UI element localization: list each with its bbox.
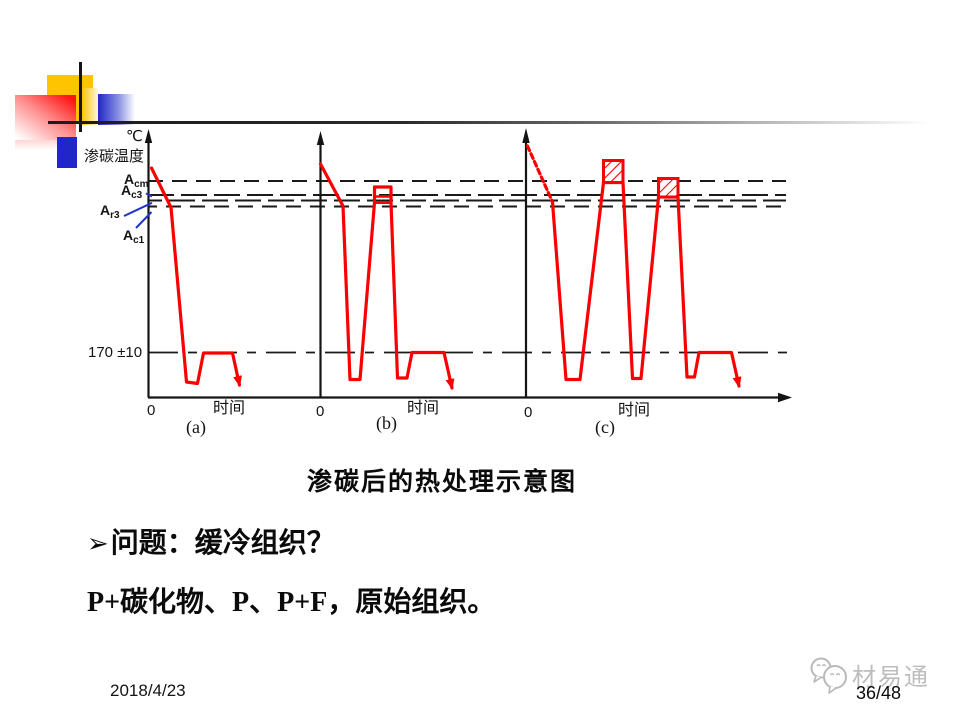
ac1-pointer <box>135 211 153 229</box>
question-line: ➢问题：缓冷组织？ <box>87 521 335 561</box>
origin-b: 0 <box>316 403 325 420</box>
decoration-red-square <box>15 95 76 141</box>
figure-caption: 渗碳后的热处理示意图 <box>307 469 578 496</box>
watermark-text: 材易通 <box>852 664 930 691</box>
decoration-yellow-fade <box>82 88 98 125</box>
curve-panel-c <box>550 180 742 388</box>
panel-c-hold-box-1 <box>602 159 625 184</box>
decoration-blue-bar <box>98 94 135 125</box>
curve-panel-c-carburize-slope <box>525 144 555 204</box>
y-axis-unit: ℃ <box>126 128 143 145</box>
y-axis-title: 渗碳温度 <box>84 148 145 165</box>
answer-line: P+碳化物、P、P+F，原始组织。 <box>87 587 496 618</box>
panel-label-a: (a) <box>186 417 206 437</box>
decoration-blue-square <box>57 137 77 168</box>
ac3-pointer <box>145 192 153 198</box>
question-text: 问题：缓冷组织？ <box>110 527 335 558</box>
ar3-label: Ar3 <box>100 202 120 221</box>
decoration-horizontal-rule <box>48 121 932 124</box>
time-label-c: 时间 <box>618 402 651 419</box>
decoration-red-fade <box>15 140 59 150</box>
acm-label: Acm <box>124 171 149 190</box>
time-label-b: 时间 <box>407 400 440 417</box>
curve-panel-b <box>318 162 455 390</box>
y-axis-a-arrow <box>144 129 153 143</box>
page-number: 36/48 <box>856 683 902 703</box>
panel-label-c: (c) <box>595 417 615 437</box>
y-axis-b-arrow <box>316 131 325 145</box>
ar3-pointer <box>123 201 153 217</box>
x-axis-arrow <box>778 392 792 403</box>
decoration-vertical-line <box>79 62 82 132</box>
watermark-chat-bubbles-icon <box>810 657 847 694</box>
curve-panel-a <box>149 166 242 387</box>
y-axis-c-arrow <box>522 128 530 143</box>
panel-label-b: (b) <box>376 413 397 433</box>
time-label-a: 时间 <box>213 400 246 417</box>
temper-temp-label: 170 ±10 <box>88 344 143 361</box>
arrow-bullet-icon: ➢ <box>87 528 109 558</box>
panel-c-hold-box-2 <box>657 177 680 199</box>
origin-c: 0 <box>524 404 533 421</box>
slide-date: 2018/4/23 <box>110 681 186 700</box>
ac3-label: Ac3 <box>121 182 143 201</box>
ac1-label: Ac1 <box>123 227 145 246</box>
origin-a: 0 <box>147 402 156 419</box>
